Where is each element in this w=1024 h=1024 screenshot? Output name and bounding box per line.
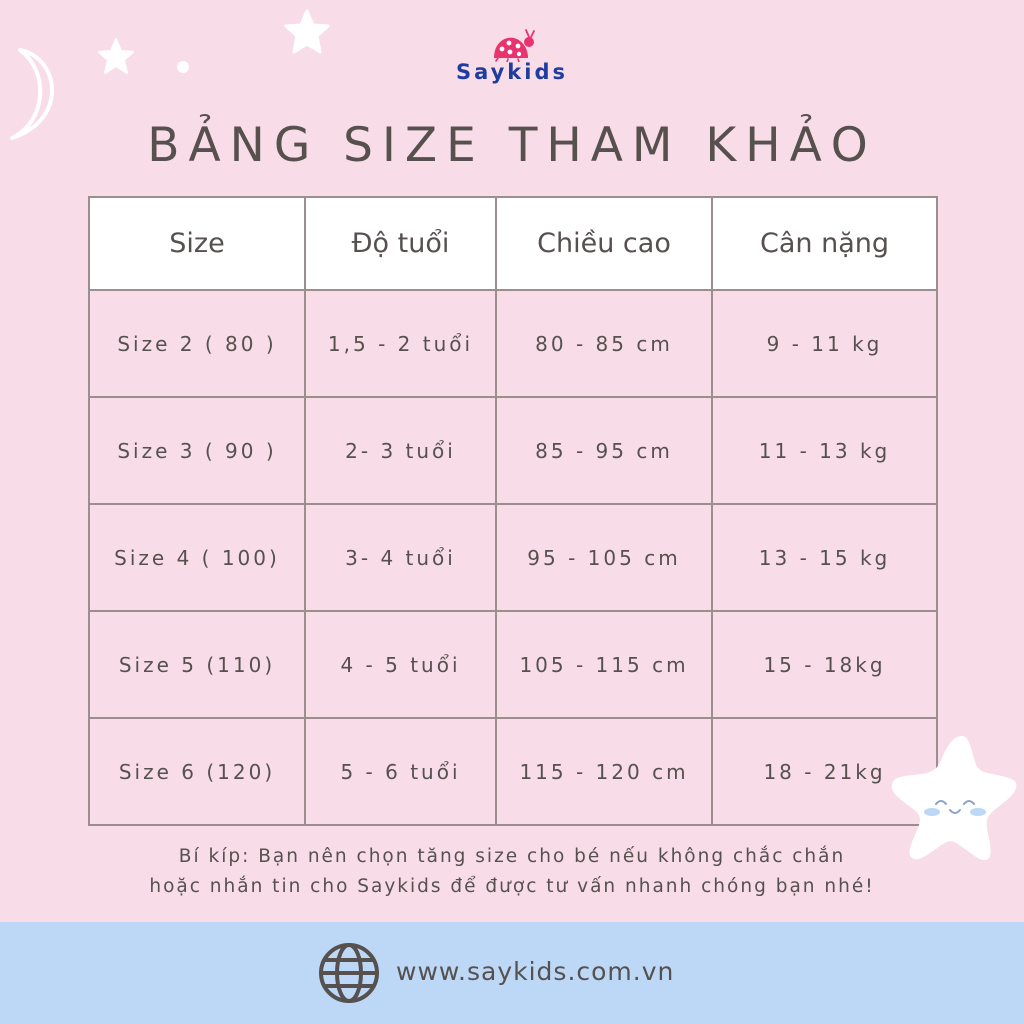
page-title: BẢNG SIZE THAM KHẢO — [147, 118, 877, 173]
star-icon — [98, 38, 134, 74]
table-cell-age: 3- 4 tuổi — [304, 503, 497, 612]
brand-logo: Saykids — [0, 28, 1024, 84]
column-header-height: Chiều cao — [495, 196, 713, 291]
tip-line-2: hoặc nhắn tin cho Saykids để được tư vấn… — [149, 876, 875, 897]
tip-text: Bí kíp: Bạn nên chọn tăng size cho bé nế… — [0, 842, 1024, 902]
table-cell-age: 1,5 - 2 tuổi — [304, 289, 497, 398]
table-row: Size 5 (110) 4 - 5 tuổi 105 - 115 cm 15 … — [88, 610, 938, 719]
table-cell-size: Size 5 (110) — [88, 610, 306, 719]
star-icon — [284, 9, 330, 54]
table-cell-height: 115 - 120 cm — [495, 717, 713, 826]
table-row: Size 2 ( 80 ) 1,5 - 2 tuổi 80 - 85 cm 9 … — [88, 289, 938, 398]
table-cell-size: Size 3 ( 90 ) — [88, 396, 306, 505]
website-link[interactable]: www.saykids.com.vn — [396, 957, 675, 986]
table-cell-weight: 13 - 15 kg — [711, 503, 938, 612]
table-cell-weight: 11 - 13 kg — [711, 396, 938, 505]
footer-bar — [0, 922, 1024, 1024]
table-row: Size 4 ( 100) 3- 4 tuổi 95 - 105 cm 13 -… — [88, 503, 938, 612]
ladybug-logo-icon — [494, 29, 535, 62]
table-cell-height: 80 - 85 cm — [495, 289, 713, 398]
table-cell-size: Size 2 ( 80 ) — [88, 289, 306, 398]
table-cell-size: Size 4 ( 100) — [88, 503, 306, 612]
smiling-star-icon — [891, 736, 1017, 860]
column-header-weight: Cân nặng — [711, 196, 938, 291]
dot-icon — [177, 61, 189, 73]
table-cell-weight: 18 - 21kg — [711, 717, 938, 826]
brand-name: Saykids — [455, 60, 569, 84]
table-cell-height: 95 - 105 cm — [495, 503, 713, 612]
column-header-age: Độ tuổi — [304, 196, 497, 291]
column-header-size: Size — [88, 196, 306, 291]
table-cell-height: 105 - 115 cm — [495, 610, 713, 719]
table-row: Size 6 (120) 5 - 6 tuổi 115 - 120 cm 18 … — [88, 717, 938, 826]
table-cell-height: 85 - 95 cm — [495, 396, 713, 505]
table-cell-age: 2- 3 tuổi — [304, 396, 497, 505]
table-row: Size 3 ( 90 ) 2- 3 tuổi 85 - 95 cm 11 - … — [88, 396, 938, 505]
table-header-row: Size Độ tuổi Chiều cao Cân nặng — [88, 196, 938, 291]
table-cell-weight: 9 - 11 kg — [711, 289, 938, 398]
tip-line-1: Bí kíp: Bạn nên chọn tăng size cho bé nế… — [178, 846, 846, 867]
table-cell-size: Size 6 (120) — [88, 717, 306, 826]
table-cell-age: 4 - 5 tuổi — [304, 610, 497, 719]
globe-icon — [319, 943, 379, 1003]
size-table: Size Độ tuổi Chiều cao Cân nặng Size 2 (… — [88, 196, 938, 826]
moon-icon — [10, 48, 54, 140]
table-cell-weight: 15 - 18kg — [711, 610, 938, 719]
table-cell-age: 5 - 6 tuổi — [304, 717, 497, 826]
